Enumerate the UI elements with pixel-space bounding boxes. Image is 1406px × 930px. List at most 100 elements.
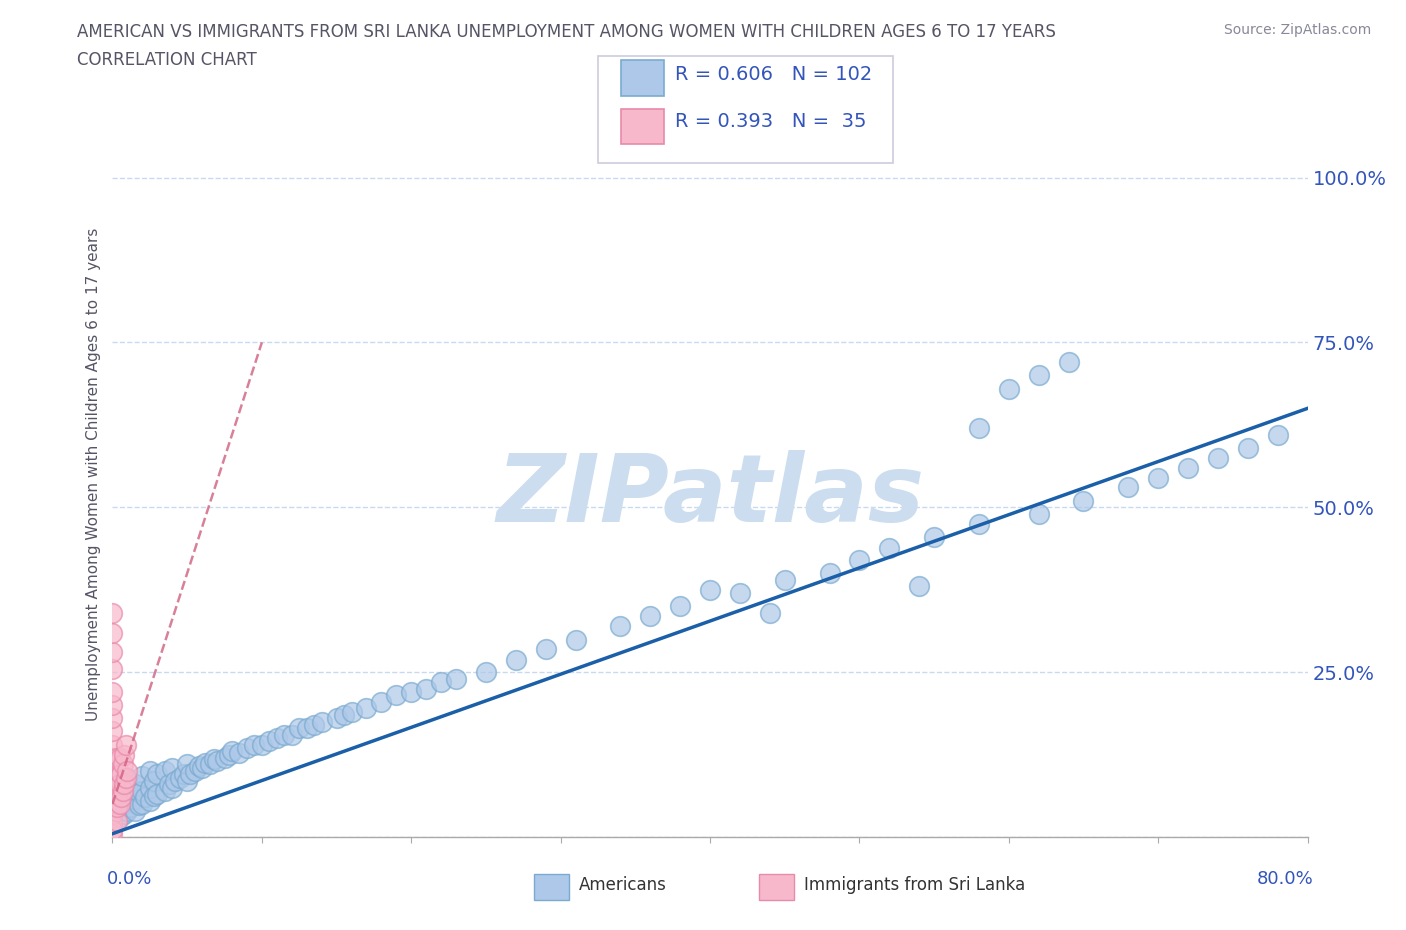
Point bbox=[699, 582, 721, 597]
Point bbox=[165, 774, 187, 789]
Point bbox=[108, 751, 131, 765]
Point bbox=[564, 633, 586, 648]
Point bbox=[505, 653, 527, 668]
Point bbox=[176, 757, 198, 772]
Point bbox=[188, 758, 211, 773]
Point bbox=[221, 744, 243, 759]
Point bbox=[266, 731, 288, 746]
Point bbox=[108, 777, 131, 791]
Y-axis label: Unemployment Among Women with Children Ages 6 to 17 years: Unemployment Among Women with Children A… bbox=[86, 228, 101, 721]
Point bbox=[128, 785, 150, 800]
Point bbox=[105, 813, 128, 828]
Point bbox=[311, 714, 333, 729]
Point bbox=[302, 717, 325, 732]
Point bbox=[1028, 507, 1050, 522]
Text: Source: ZipAtlas.com: Source: ZipAtlas.com bbox=[1223, 23, 1371, 37]
Point bbox=[444, 671, 467, 686]
Point bbox=[162, 761, 183, 776]
Point bbox=[1057, 354, 1080, 369]
Point bbox=[194, 756, 217, 771]
Text: AMERICAN VS IMMIGRANTS FROM SRI LANKA UNEMPLOYMENT AMONG WOMEN WITH CHILDREN AGE: AMERICAN VS IMMIGRANTS FROM SRI LANKA UN… bbox=[77, 23, 1056, 41]
Point bbox=[259, 734, 281, 749]
Point bbox=[146, 787, 169, 802]
Point bbox=[101, 737, 124, 752]
Point bbox=[967, 420, 990, 435]
Point bbox=[131, 797, 153, 812]
Point bbox=[108, 770, 131, 785]
Point bbox=[117, 804, 139, 818]
Point bbox=[333, 708, 356, 723]
Point bbox=[108, 810, 131, 825]
Point bbox=[120, 787, 142, 802]
Point bbox=[534, 642, 557, 657]
Point bbox=[243, 737, 266, 752]
Point bbox=[139, 793, 162, 808]
Point bbox=[105, 787, 128, 802]
Point bbox=[198, 757, 221, 772]
Point bbox=[1206, 450, 1229, 465]
Point bbox=[1118, 480, 1140, 495]
Point bbox=[105, 751, 128, 765]
Point bbox=[1237, 441, 1260, 456]
Point bbox=[340, 704, 363, 719]
Point bbox=[430, 674, 453, 689]
Text: CORRELATION CHART: CORRELATION CHART bbox=[77, 51, 257, 69]
Point bbox=[114, 783, 135, 798]
Point bbox=[818, 565, 841, 580]
Point bbox=[101, 785, 124, 800]
Point bbox=[101, 751, 124, 765]
Point bbox=[370, 695, 392, 710]
Point bbox=[401, 684, 423, 699]
Point bbox=[202, 751, 225, 766]
Point bbox=[131, 783, 153, 798]
Point bbox=[173, 767, 195, 782]
Point bbox=[114, 777, 135, 791]
Point bbox=[115, 770, 138, 785]
Point bbox=[124, 777, 146, 791]
Point bbox=[115, 737, 138, 752]
Point bbox=[281, 727, 304, 742]
Point bbox=[101, 724, 124, 739]
Point bbox=[110, 767, 132, 782]
Point bbox=[143, 774, 166, 789]
Point bbox=[114, 797, 135, 812]
Point bbox=[120, 800, 142, 815]
Point bbox=[228, 745, 250, 760]
Point bbox=[134, 790, 156, 804]
Text: 0.0%: 0.0% bbox=[107, 870, 152, 887]
Point bbox=[236, 740, 259, 755]
Point bbox=[218, 747, 240, 762]
Point bbox=[101, 806, 124, 821]
Point bbox=[108, 790, 131, 804]
Point bbox=[101, 684, 124, 699]
Point bbox=[143, 789, 166, 804]
Point bbox=[250, 737, 273, 752]
Point bbox=[117, 783, 139, 798]
Point bbox=[288, 721, 311, 736]
Point bbox=[273, 727, 295, 742]
Point bbox=[1147, 471, 1170, 485]
Point bbox=[114, 806, 135, 821]
Point bbox=[295, 721, 318, 736]
Text: ZIPatlas: ZIPatlas bbox=[496, 450, 924, 542]
Point bbox=[108, 797, 131, 812]
Point bbox=[101, 661, 124, 676]
Point bbox=[640, 608, 662, 623]
Text: R = 0.606   N = 102: R = 0.606 N = 102 bbox=[675, 65, 872, 84]
Text: R = 0.393   N =  35: R = 0.393 N = 35 bbox=[675, 112, 866, 130]
Point bbox=[908, 579, 931, 594]
Point bbox=[176, 774, 198, 789]
Point bbox=[609, 618, 631, 633]
Point bbox=[111, 783, 134, 798]
Point bbox=[157, 777, 180, 791]
Point bbox=[1267, 427, 1289, 442]
Point bbox=[773, 572, 796, 587]
Point bbox=[101, 698, 124, 712]
Point bbox=[117, 793, 139, 808]
Point bbox=[179, 767, 201, 782]
Text: Immigrants from Sri Lanka: Immigrants from Sri Lanka bbox=[804, 876, 1025, 895]
Point bbox=[101, 817, 124, 831]
Point bbox=[214, 751, 236, 765]
Point bbox=[139, 764, 162, 778]
Point bbox=[998, 381, 1021, 396]
